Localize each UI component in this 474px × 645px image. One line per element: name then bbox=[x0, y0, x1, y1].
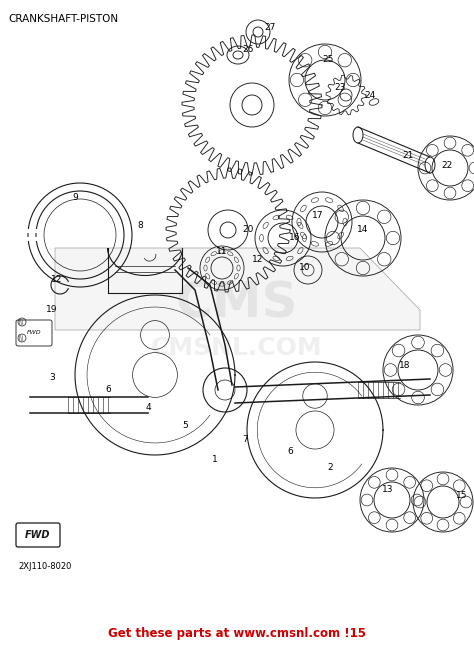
Text: 12: 12 bbox=[252, 255, 264, 264]
Text: 7: 7 bbox=[242, 435, 248, 444]
Text: 25: 25 bbox=[322, 55, 334, 64]
Text: 19: 19 bbox=[46, 306, 58, 315]
Text: 15: 15 bbox=[456, 491, 468, 501]
Text: 10: 10 bbox=[299, 264, 311, 272]
Text: 11: 11 bbox=[216, 248, 228, 257]
Text: CRANKSHAFT-PISTON: CRANKSHAFT-PISTON bbox=[8, 14, 118, 24]
Text: 6: 6 bbox=[105, 386, 111, 395]
Text: 27: 27 bbox=[264, 23, 276, 32]
Text: 24: 24 bbox=[365, 90, 375, 99]
Text: 12: 12 bbox=[51, 275, 63, 284]
Polygon shape bbox=[55, 248, 420, 330]
Text: 1: 1 bbox=[212, 455, 218, 464]
Text: 20: 20 bbox=[242, 226, 254, 235]
Text: 4: 4 bbox=[145, 404, 151, 413]
Text: 5: 5 bbox=[182, 421, 188, 430]
Text: CMSNL.COM: CMSNL.COM bbox=[151, 336, 323, 361]
Text: Get these parts at www.cmsnl.com !15: Get these parts at www.cmsnl.com !15 bbox=[108, 626, 366, 639]
Text: 26: 26 bbox=[242, 46, 254, 54]
Text: CMS: CMS bbox=[176, 279, 298, 327]
Text: 21: 21 bbox=[402, 150, 414, 159]
Text: 18: 18 bbox=[399, 361, 411, 370]
Text: 6: 6 bbox=[287, 448, 293, 457]
Text: 23: 23 bbox=[334, 83, 346, 92]
Polygon shape bbox=[358, 127, 430, 173]
Text: 16: 16 bbox=[289, 233, 301, 243]
Text: 2: 2 bbox=[327, 464, 333, 473]
Text: 3: 3 bbox=[49, 373, 55, 382]
Text: 13: 13 bbox=[382, 486, 394, 495]
Text: 14: 14 bbox=[357, 226, 369, 235]
Text: FWD: FWD bbox=[27, 330, 41, 335]
Text: 2XJ110-8020: 2XJ110-8020 bbox=[18, 562, 72, 571]
Text: 9: 9 bbox=[72, 194, 78, 203]
Text: 22: 22 bbox=[441, 161, 453, 170]
Text: FWD: FWD bbox=[25, 530, 51, 540]
Text: 17: 17 bbox=[312, 210, 324, 219]
Text: 8: 8 bbox=[137, 221, 143, 230]
